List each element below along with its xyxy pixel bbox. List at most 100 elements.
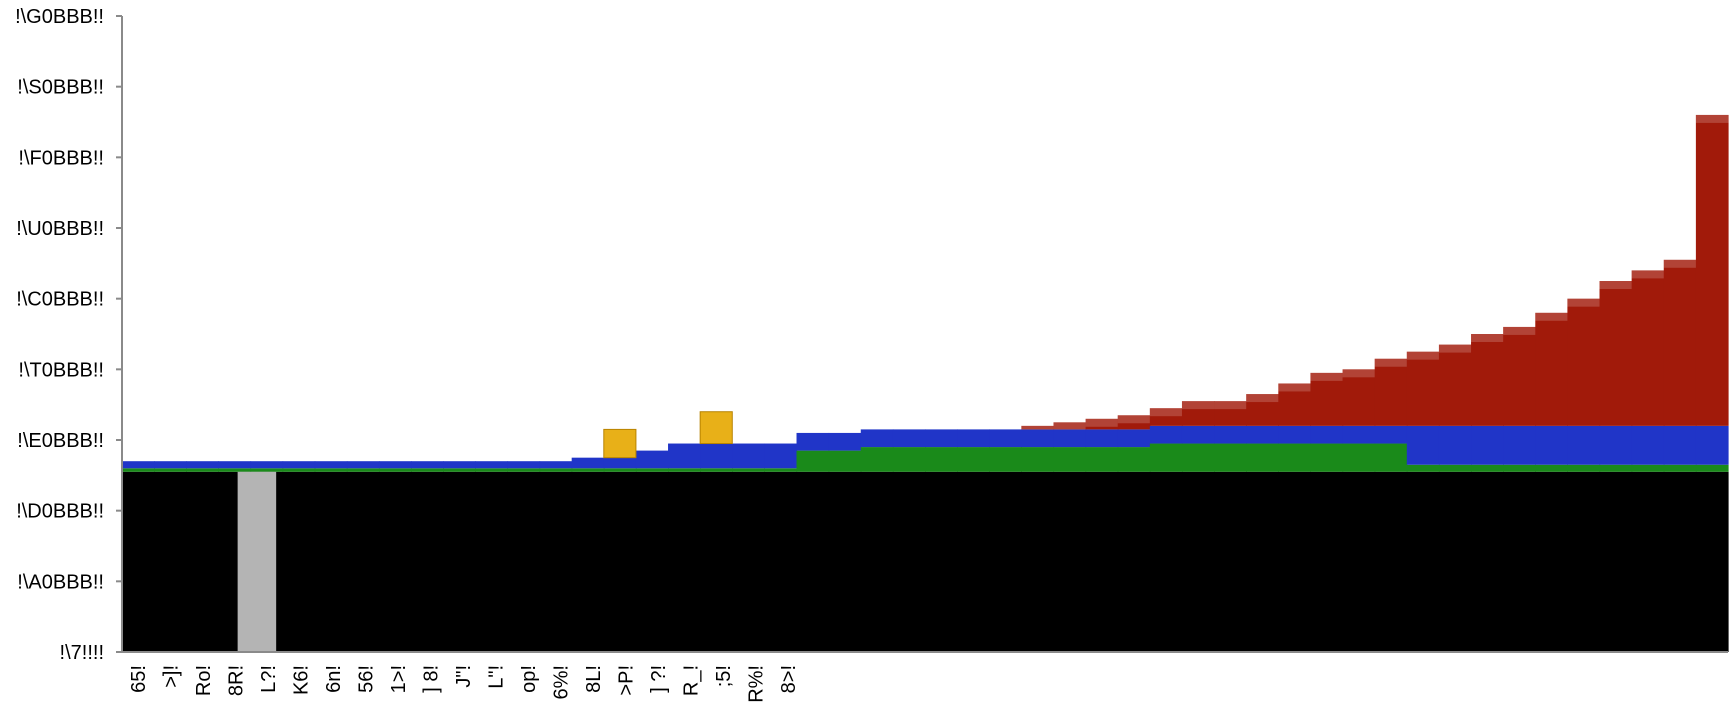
bar-segment (1535, 464, 1568, 472)
bar-segment (154, 468, 187, 472)
bar-segment (1695, 471, 1729, 652)
bar-segment (1021, 425, 1055, 430)
bar-segment (250, 468, 284, 472)
bar-segment (1021, 447, 1055, 472)
highlight-bar (603, 428, 637, 459)
bar-segment (1503, 425, 1536, 465)
bar-segment (411, 471, 444, 652)
bar-segment (1149, 408, 1183, 426)
bar-bevel (1021, 425, 1055, 430)
x-tick-label: Ro! (193, 665, 215, 696)
bar-segment (1214, 425, 1247, 444)
bar-segment (378, 461, 412, 469)
bar-segment (1117, 415, 1151, 430)
bar-segment (957, 447, 990, 472)
bar-segment (186, 461, 219, 469)
bar-segment (346, 461, 380, 469)
bar-segment (1631, 464, 1665, 472)
bar-segment (1085, 418, 1119, 430)
bar-segment (378, 471, 412, 652)
bar-segment (1149, 443, 1183, 472)
bar-bevel (1053, 422, 1087, 430)
bar-segment (443, 471, 476, 652)
bar-segment (1214, 471, 1247, 652)
bar-segment (1567, 298, 1601, 426)
bar-segment (1246, 394, 1279, 426)
bar-segment (1278, 471, 1312, 652)
bar-segment (860, 429, 894, 448)
bar-segment (1438, 344, 1472, 426)
bar-segment (314, 461, 348, 469)
bar-segment (1438, 425, 1472, 465)
bar-segment (571, 471, 605, 652)
x-tick-label: 6n! (323, 665, 345, 693)
bar-bevel (1503, 326, 1536, 335)
bar-segment (1535, 471, 1568, 652)
bar-segment (154, 461, 187, 469)
bar-segment (186, 471, 219, 652)
bar-segment (122, 468, 155, 472)
bar-segment (1406, 425, 1440, 465)
bar-segment (1599, 281, 1633, 426)
bar-segment (1181, 425, 1215, 444)
bar-segment (1599, 471, 1633, 652)
bar-segment (925, 471, 958, 652)
bar-segment (732, 471, 765, 652)
bar-segment (411, 468, 444, 472)
bar-segment (1503, 471, 1536, 652)
bar-segment (1471, 471, 1504, 652)
x-tick-label: 56! (356, 665, 378, 693)
bar-segment (700, 471, 733, 652)
x-tick-label: L?! (258, 665, 280, 693)
bar-segment (282, 471, 316, 652)
bar-segment (1438, 464, 1472, 472)
bar-segment (475, 461, 509, 469)
bar-segment (282, 468, 316, 472)
bar-segment (668, 471, 701, 652)
bar-segment (1535, 425, 1568, 465)
bar-segment (218, 468, 252, 472)
bar-segment (828, 471, 862, 652)
bar-segment (957, 429, 990, 448)
bar-segment (122, 461, 155, 469)
bar-segment (925, 447, 958, 472)
y-tick-label: !\C0BBB!! (16, 289, 104, 311)
y-tick-label: !\U0BBB!! (16, 218, 104, 240)
bar-segment (989, 429, 1022, 448)
bar-segment (1021, 471, 1055, 652)
bar-segment (1599, 425, 1633, 465)
bar-bevel (1149, 408, 1183, 417)
bar-bevel (1117, 415, 1151, 424)
axes-layer (116, 15, 1728, 653)
bar-segment (1695, 114, 1729, 426)
bar-segment (475, 471, 509, 652)
x-tick-label: R%! (746, 665, 768, 703)
y-tick-label: !\A0BBB!! (17, 571, 104, 593)
bar-segment (443, 461, 476, 469)
bar-segment (700, 468, 733, 472)
x-tick-label: op! (518, 665, 540, 693)
bar-segment (378, 468, 412, 472)
bar-segment (1567, 471, 1601, 652)
bar-segment (668, 443, 701, 469)
bar-segment (186, 468, 219, 472)
bar-segment (1117, 429, 1151, 448)
x-tick-label: >]! (161, 665, 183, 688)
bar-segment (1631, 425, 1665, 465)
bar-segment (475, 468, 509, 472)
bar-segment (732, 443, 765, 469)
bar-segment (1149, 471, 1183, 652)
y-tick-label: !\S0BBB!! (17, 77, 104, 99)
bar-segment (1053, 422, 1087, 430)
bar-segment (1246, 425, 1279, 444)
bar-segment (1246, 471, 1279, 652)
bar-bevel (1567, 298, 1601, 307)
bar-segment (346, 471, 380, 652)
bar-bevel (1278, 383, 1312, 392)
x-tick-label: >P! (616, 665, 638, 696)
bar-segment (892, 429, 926, 448)
bar-segment (1503, 464, 1536, 472)
bar-segment (1310, 443, 1344, 472)
bar-segment (1695, 464, 1729, 472)
